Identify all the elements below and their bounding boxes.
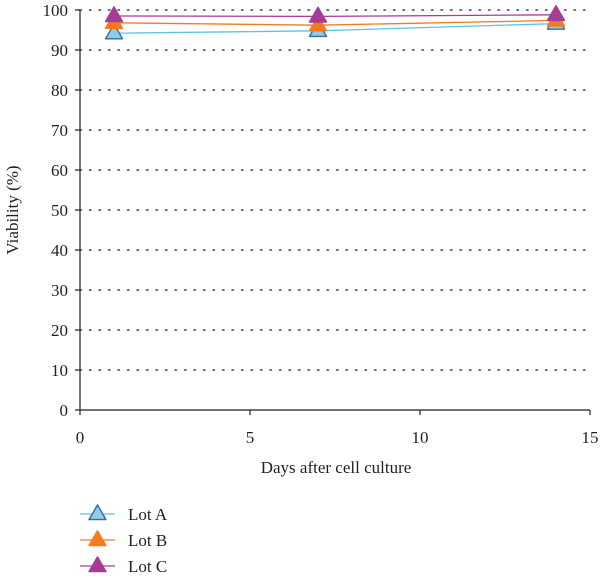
x-axis-ticks: 0 5 10 15 (76, 410, 599, 447)
point-lot-b-7 (308, 15, 328, 32)
y-axis-ticks: 0 10 20 30 40 50 60 70 80 90 100 (43, 1, 80, 420)
gridlines (79, 9, 591, 371)
y-tick-label-100: 100 (43, 1, 69, 20)
legend-label-lot-b: Lot B (128, 531, 167, 550)
legend-item-lot-b: Lot B (80, 530, 167, 550)
x-tick-label-15: 15 (582, 428, 599, 447)
y-tick-label-70: 70 (51, 121, 68, 140)
y-tick-label-80: 80 (51, 81, 68, 100)
legend-item-lot-c: Lot C (80, 556, 167, 576)
legend-label-lot-c: Lot C (128, 557, 167, 576)
y-tick-label-90: 90 (51, 41, 68, 60)
point-lot-a-1 (104, 23, 124, 40)
y-tick-label-40: 40 (51, 241, 68, 260)
legend: Lot A Lot B Lot C (80, 504, 168, 576)
series-line-lot-b (113, 19, 557, 26)
x-axis-title: Days after cell culture (261, 458, 412, 477)
x-tick-label-5: 5 (246, 428, 255, 447)
y-tick-label-50: 50 (51, 201, 68, 220)
x-tick-label-0: 0 (76, 428, 85, 447)
series-line-lot-c (113, 14, 557, 18)
series-lot-c (104, 4, 566, 23)
legend-label-lot-a: Lot A (128, 505, 168, 524)
legend-item-lot-a: Lot A (80, 504, 168, 524)
legend-marker-lot-b (88, 530, 107, 547)
series-lot-a (104, 13, 566, 40)
point-lot-c-7 (308, 6, 328, 23)
x-tick-label-10: 10 (412, 428, 429, 447)
legend-marker-lot-c (88, 556, 107, 573)
y-tick-label-10: 10 (51, 361, 68, 380)
legend-marker-lot-a (88, 504, 107, 521)
y-tick-label-60: 60 (51, 161, 68, 180)
y-tick-label-20: 20 (51, 321, 68, 340)
point-lot-c-1 (104, 6, 124, 23)
point-lot-c-14 (546, 4, 566, 22)
y-tick-label-0: 0 (60, 401, 69, 420)
y-tick-label-30: 30 (51, 281, 68, 300)
y-axis-title: Viability (%) (3, 165, 22, 254)
series-lot-b (104, 10, 566, 32)
series-layer (104, 4, 566, 40)
